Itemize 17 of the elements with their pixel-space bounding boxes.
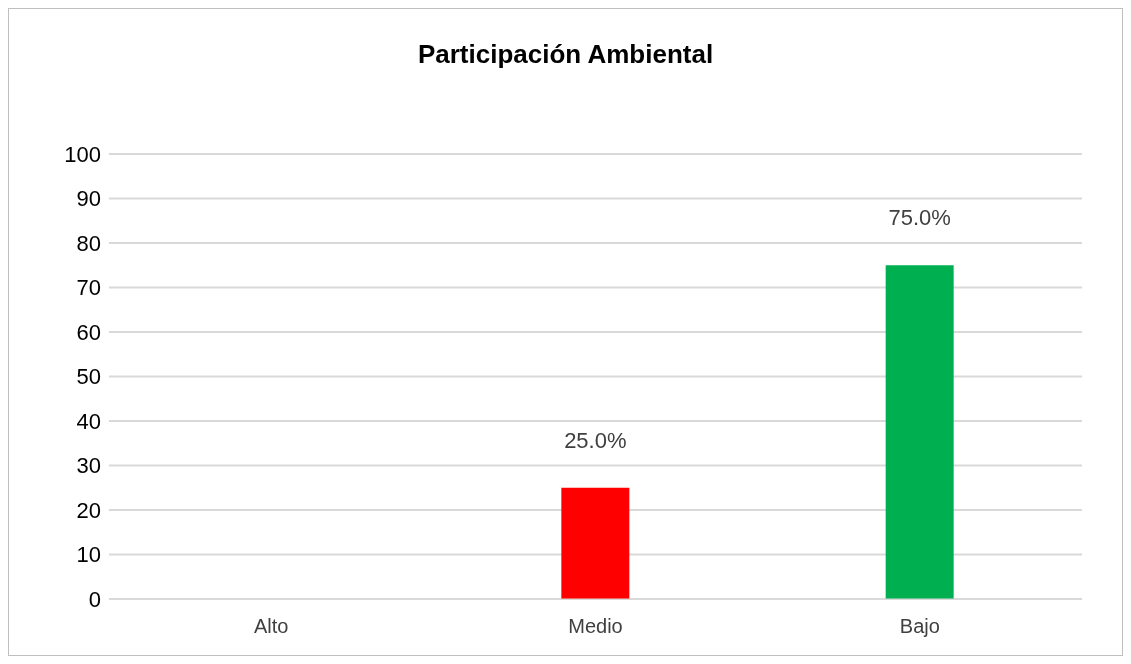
y-tick-label: 0 xyxy=(88,586,101,612)
y-tick-label: 10 xyxy=(76,542,101,568)
x-tick-label: Alto xyxy=(253,615,289,638)
x-tick-label: Medio xyxy=(568,615,623,638)
y-tick-label: 80 xyxy=(76,230,101,256)
y-tick-label: 40 xyxy=(76,408,101,434)
data-label: 25.0% xyxy=(564,427,627,453)
x-tick-label: Bajo xyxy=(899,615,940,638)
y-tick-label: 90 xyxy=(76,186,101,212)
y-tick-label: 100 xyxy=(64,141,101,167)
y-tick-label: 50 xyxy=(76,364,101,390)
data-label: 75.0% xyxy=(888,205,951,231)
y-tick-label: 20 xyxy=(76,497,101,523)
y-tick-label: 60 xyxy=(76,319,101,345)
y-tick-label: 30 xyxy=(76,453,101,479)
chart-title: Participación Ambiental xyxy=(416,39,715,70)
y-tick-label: 70 xyxy=(76,275,101,301)
